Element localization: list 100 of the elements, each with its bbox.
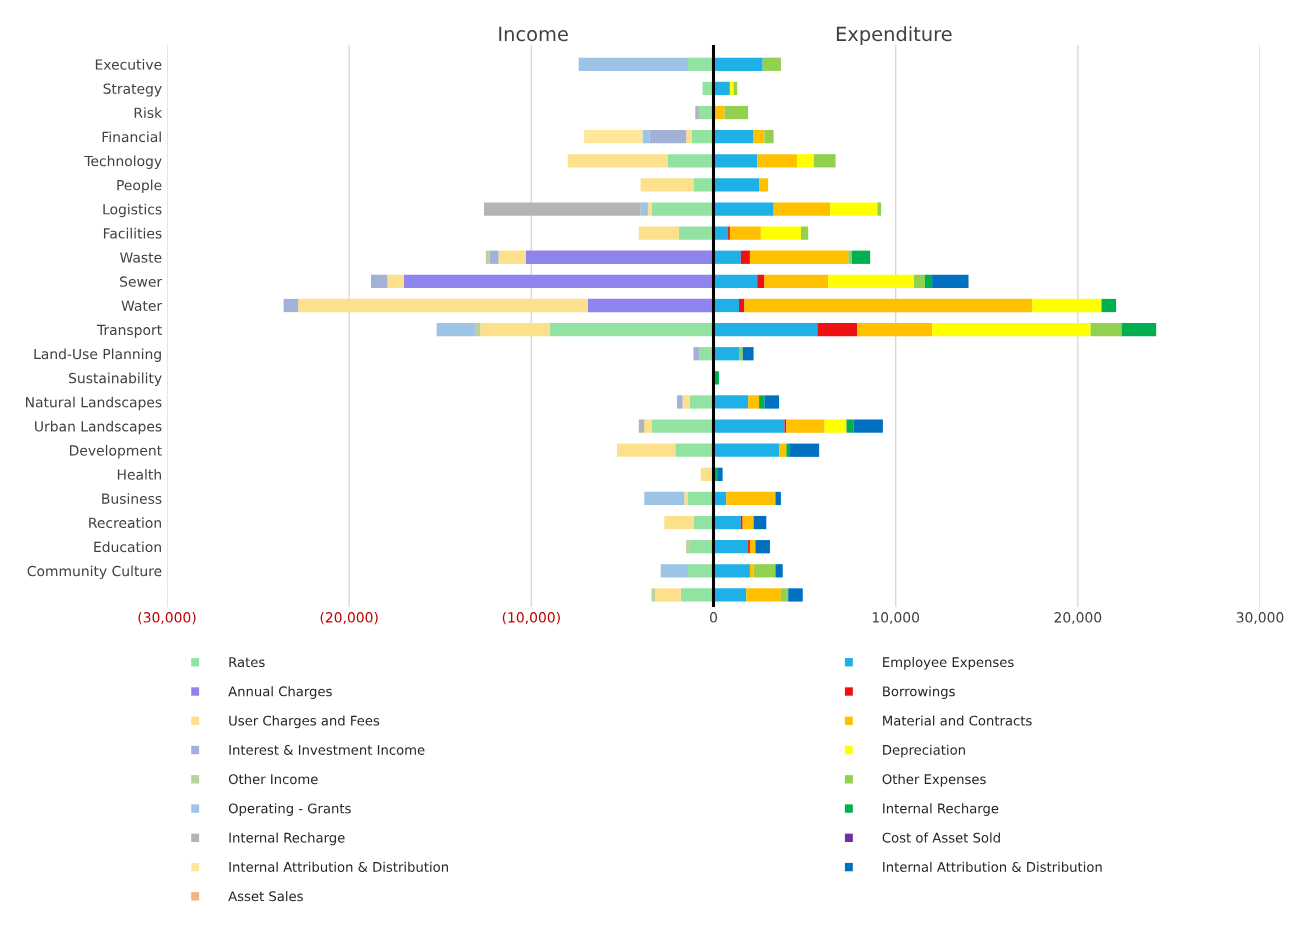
bar (713, 347, 739, 361)
legend-label: Annual Charges (228, 686, 332, 699)
bar (371, 274, 388, 289)
y-tick-label: Recreation (89, 517, 161, 529)
bar (677, 395, 683, 409)
bar (644, 491, 685, 506)
legend-label: Interest & Investment Income (229, 744, 425, 755)
bar (775, 491, 781, 506)
bar (283, 298, 299, 313)
bar (742, 515, 754, 530)
y-tick-label: Risk (134, 107, 163, 119)
y-tick-label: Logistics (103, 203, 162, 218)
bar (642, 130, 650, 144)
bar (684, 491, 688, 506)
bar (693, 347, 699, 361)
bar (788, 588, 803, 602)
bar (298, 298, 588, 313)
bar (713, 57, 763, 71)
bar (764, 130, 774, 144)
bar (578, 57, 688, 71)
bar (729, 226, 761, 240)
bar (675, 443, 714, 457)
bar (403, 274, 714, 289)
legend-label: Depreciation (883, 744, 965, 758)
bar (790, 443, 820, 457)
x-tick-label: (10,000) (502, 611, 560, 625)
bar (760, 226, 801, 240)
bar (932, 274, 969, 289)
bar (813, 154, 836, 168)
bar (587, 298, 714, 313)
bar (877, 202, 882, 216)
legend-label: Internal Attribution & Distribution (883, 861, 1102, 872)
bar (644, 419, 652, 433)
bar (748, 395, 760, 409)
legend-label: Other Income (228, 773, 318, 785)
y-tick-label: Transport (96, 324, 162, 338)
bar (786, 419, 825, 433)
bar (846, 419, 854, 433)
bar (713, 298, 739, 313)
bar (753, 130, 765, 144)
bar (474, 322, 481, 337)
bar (649, 130, 687, 144)
x-tick-label: (30,000) (138, 611, 196, 625)
bar (525, 250, 714, 264)
y-tick-label: Urban Landscapes (35, 420, 162, 435)
bar (664, 515, 694, 530)
bar (740, 250, 750, 264)
bar (713, 202, 774, 216)
bar (713, 515, 741, 530)
y-tick-label: Water (121, 300, 163, 311)
legend-label: Borrowings (883, 686, 955, 699)
bar (742, 347, 754, 361)
bar (713, 178, 760, 192)
bar (913, 274, 925, 289)
y-tick-label: Sustainability (69, 372, 162, 387)
bar (549, 322, 714, 337)
bar (678, 226, 714, 240)
y-tick-label: Education (94, 541, 161, 553)
bar (749, 250, 849, 264)
bar (755, 540, 770, 554)
bar (817, 322, 858, 337)
bar (753, 564, 776, 578)
bar (853, 419, 883, 433)
bar (848, 250, 852, 264)
bar (688, 491, 714, 506)
legend-label: Internal Attribution & Distribution (229, 861, 448, 872)
bar (713, 443, 780, 457)
bar (932, 322, 1091, 337)
bar (830, 202, 878, 216)
bar (713, 154, 758, 168)
bar (640, 178, 694, 192)
bar (567, 154, 668, 168)
bar (857, 322, 933, 337)
annotation: Expenditure (836, 26, 952, 45)
bar (764, 395, 780, 409)
bar (640, 202, 648, 216)
y-tick-label: Executive (95, 59, 162, 70)
y-tick-label: Health (117, 469, 161, 480)
bar (682, 395, 690, 409)
bar (647, 202, 652, 216)
legend-label: Operating - Grants (228, 803, 351, 816)
bar (717, 467, 723, 481)
bar (680, 588, 714, 602)
y-tick-label: Facilities (103, 227, 162, 239)
legend-label: Internal Recharge (229, 832, 345, 846)
bar (780, 588, 789, 602)
bar (759, 178, 769, 192)
bar (638, 419, 645, 433)
legend-label: Employee Expenses (883, 656, 1014, 670)
bar (757, 154, 798, 168)
bar (726, 491, 776, 506)
bar (695, 105, 699, 120)
x-tick-label: 10,000 (872, 612, 920, 625)
bar (686, 540, 690, 554)
legend-label: Material and Contracts (883, 715, 1032, 726)
bar (746, 588, 781, 602)
bar (689, 540, 714, 554)
bar (1101, 298, 1117, 313)
bar (764, 274, 829, 289)
bar (655, 588, 681, 602)
